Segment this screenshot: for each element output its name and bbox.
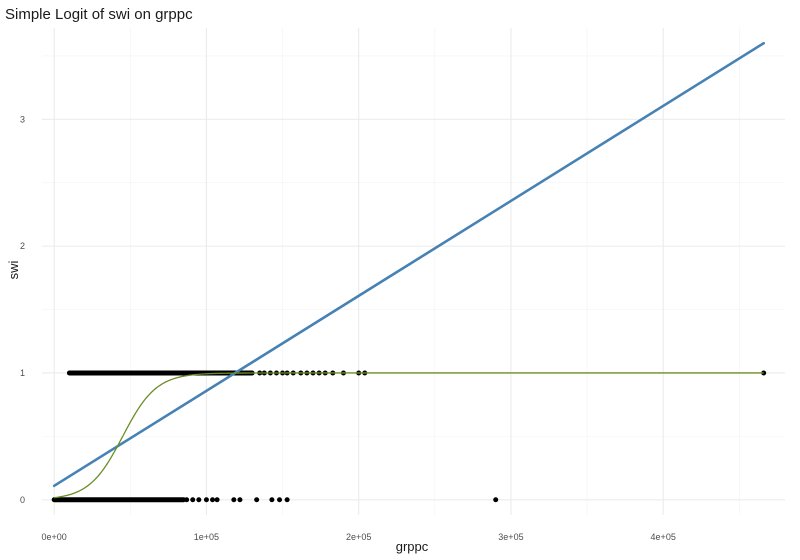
y-tick-label: 0 <box>20 495 25 505</box>
scatter-point <box>190 497 196 503</box>
x-tick-label: 1e+05 <box>194 532 219 542</box>
x-tick-label: 3e+05 <box>498 532 523 542</box>
scatter-point <box>184 497 190 503</box>
tick-labels: 0e+00 1e+05 2e+05 3e+05 4e+05 0 1 2 3 <box>20 114 676 542</box>
logistic-fit-curve <box>54 372 764 499</box>
scatter-point <box>214 497 220 503</box>
scatter-point <box>237 497 243 503</box>
scatter-point <box>277 497 283 503</box>
y-axis-title: swi <box>6 261 21 280</box>
scatter-point <box>210 497 216 503</box>
scatter-dense-band <box>51 497 187 503</box>
scatter-point <box>284 497 290 503</box>
x-tick-label: 2e+05 <box>346 532 371 542</box>
x-axis-title: grppc <box>396 539 429 554</box>
scatter-point <box>493 497 499 503</box>
fit-lines <box>52 41 765 499</box>
scatter-point <box>196 497 202 503</box>
y-tick-label: 1 <box>20 368 25 378</box>
x-tick-label: 4e+05 <box>651 532 676 542</box>
linear-fit-line <box>52 41 765 488</box>
y-tick-label: 2 <box>20 241 25 251</box>
scatter-point <box>761 370 767 376</box>
grid <box>42 28 785 515</box>
scatter-point <box>269 497 275 503</box>
scatter-point <box>203 497 209 503</box>
chart-title: Simple Logit of swi on grppc <box>5 6 193 23</box>
scatter-point <box>254 497 260 503</box>
scatter-point <box>231 497 237 503</box>
x-tick-label: 0e+00 <box>42 532 67 542</box>
y-tick-label: 3 <box>20 114 25 124</box>
